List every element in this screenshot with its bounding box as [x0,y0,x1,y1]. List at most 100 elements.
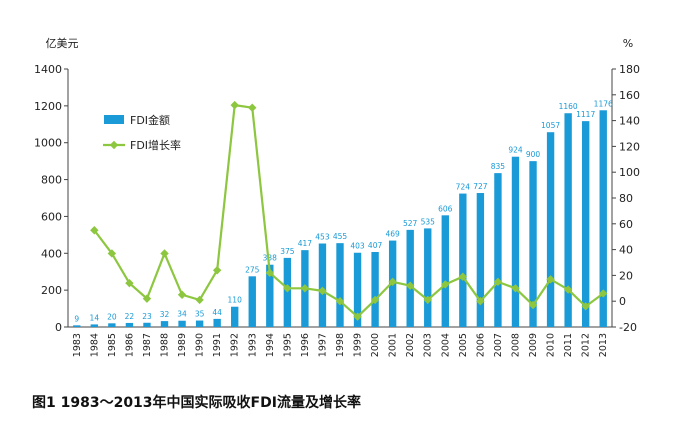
right-tick-label: 0 [619,295,626,308]
x-tick-label: 2002 [405,333,416,357]
x-tick-label: 2005 [458,333,469,357]
bar-data-label: 23 [142,312,152,321]
growth-rate-point [160,249,169,258]
bar [73,325,81,327]
left-tick-label: 1400 [34,63,62,76]
bar-data-label: 724 [456,183,471,192]
x-tick-label: 1987 [142,333,153,357]
growth-rate-point [300,284,310,293]
bar [529,161,537,327]
x-tick-label: 1999 [353,333,364,357]
growth-rate-point [423,295,432,305]
figure-caption: 图1 1983～2013年中国实际吸收FDI流量及增长率 [32,395,361,411]
bar [494,173,502,327]
bar-data-label: 469 [385,230,400,239]
x-tick-label: 1995 [282,333,293,357]
legend-line-marker [109,140,119,150]
bar-data-label: 9 [74,314,79,323]
right-tick-label: 140 [619,115,640,128]
x-tick-label: 1984 [89,333,100,357]
bar-data-label: 34 [177,310,187,319]
left-axis-unit: 亿美元 [46,37,79,50]
bar-data-label: 110 [228,296,243,305]
left-tick-label: 0 [55,321,62,334]
growth-rate-point [212,266,222,275]
x-tick-label: 2009 [528,333,539,357]
x-tick-label: 2010 [546,333,557,357]
x-tick-label: 2006 [475,333,486,357]
bar-data-label: 403 [350,242,365,251]
left-tick-label: 200 [41,284,62,297]
bar-data-label: 835 [491,162,506,171]
line-series [90,100,608,321]
x-tick-label: 1990 [195,333,206,357]
bar [160,321,169,327]
right-tick-label: 20 [619,269,633,282]
right-axis-unit: % [623,37,633,50]
bar-data-label: 455 [333,232,348,241]
bar-data-label: 44 [212,308,222,317]
bar-data-label: 14 [90,313,100,322]
x-tick-label: 2012 [581,333,592,357]
x-tick-label: 1994 [265,333,276,357]
bar [213,318,221,327]
growth-rate-point [493,277,503,287]
right-tick-label: 40 [619,244,633,257]
growth-rate-point [248,103,257,112]
bar [336,243,344,327]
bar-data-label: 1160 [559,102,578,111]
bar-data-label: 453 [315,233,330,242]
right-tick-label: 180 [619,63,640,76]
right-tick-label: 100 [619,166,640,179]
right-tick-label: 60 [619,218,633,231]
growth-rate-point [528,300,538,310]
x-tick-label: 2007 [493,333,504,357]
bar [511,156,520,327]
growth-rate-point [177,290,187,299]
x-tick-label: 1992 [230,333,241,357]
growth-rate-point [353,312,362,321]
bar [248,276,256,327]
left-tick-label: 800 [41,174,62,187]
x-tick-label: 1996 [300,333,311,357]
x-tick-label: 1986 [124,333,135,357]
growth-rate-point [318,286,327,296]
growth-rate-point [283,284,292,293]
x-tick-label: 1998 [335,333,346,357]
legend: FDI金额 FDI增长率 [103,113,181,152]
x-tick-label: 2011 [563,333,574,357]
left-tick-label: 1200 [34,100,62,113]
x-tick-label: 2000 [370,333,381,357]
bar [108,323,116,327]
bar [143,322,151,327]
bar [599,110,607,327]
x-tick-label: 2001 [388,333,399,357]
bar-data-label: 1176 [594,99,613,108]
left-tick-label: 600 [41,210,62,223]
bar [318,243,327,327]
growth-rate-point [599,289,608,298]
growth-rate-point [265,268,275,278]
tick-labels: 0 200 400 600 800 1000 1200 1400 -20 0 20 40 60 80 100… [34,37,640,357]
bar [424,228,432,327]
x-tick-label: 2013 [598,333,609,357]
bar-data-label: 1117 [576,110,595,119]
growth-rate-point [370,295,380,305]
x-tick-label: 2008 [510,333,521,357]
bar-data-label: 22 [125,312,135,321]
bar [476,193,485,327]
bar-data-label: 20 [107,312,117,321]
bar-data-label: 32 [160,310,170,319]
right-tick-label: 80 [619,192,633,205]
bar [231,306,239,327]
bar-data-label: 407 [368,241,383,250]
legend-line-label: FDI增长率 [130,138,181,152]
bar [564,113,572,327]
right-tick-label: -20 [619,321,637,334]
bar [546,132,555,327]
bar-data-label: 338 [263,254,278,263]
x-tick-label: 1989 [177,333,188,357]
bar [125,322,134,327]
